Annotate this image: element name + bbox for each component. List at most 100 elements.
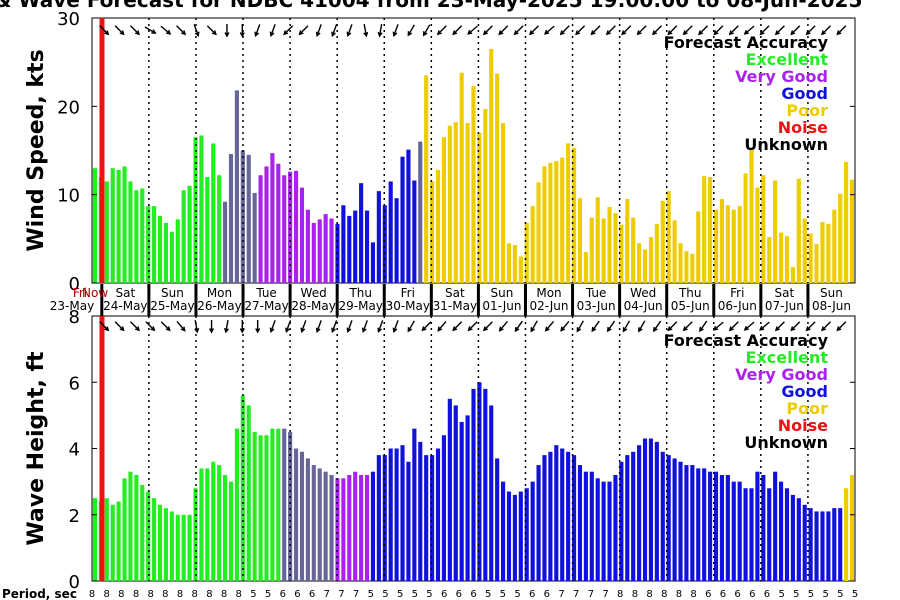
wave-arrow bbox=[790, 321, 801, 331]
bar-1 bbox=[193, 488, 198, 581]
bar-0 bbox=[459, 72, 464, 284]
bar-1 bbox=[767, 488, 772, 581]
wave-arrow-head bbox=[743, 325, 749, 331]
bar-1 bbox=[471, 388, 476, 581]
wave-arrow-head bbox=[576, 327, 582, 333]
wave-arrow bbox=[285, 320, 292, 332]
wave-arrow-head bbox=[150, 326, 156, 332]
wind-arrow bbox=[467, 25, 478, 35]
bar-1 bbox=[465, 415, 470, 581]
day-date: 29-May bbox=[339, 299, 383, 313]
bar-0 bbox=[228, 154, 234, 283]
wave-arrow bbox=[699, 320, 708, 332]
day-name: Tue bbox=[255, 286, 277, 300]
period-value: 6 bbox=[470, 589, 476, 600]
bar-1 bbox=[489, 405, 494, 581]
period-value: 8 bbox=[221, 589, 227, 600]
bar-1 bbox=[211, 461, 216, 581]
bar-0 bbox=[607, 207, 612, 283]
bar-0 bbox=[128, 181, 133, 283]
bar-1 bbox=[406, 461, 411, 581]
bar-1 bbox=[725, 475, 730, 581]
bar-0 bbox=[506, 243, 512, 283]
bar-1 bbox=[359, 475, 364, 581]
period-value: 7 bbox=[324, 589, 330, 600]
bar-1 bbox=[577, 465, 583, 581]
period-value: 7 bbox=[588, 589, 594, 600]
day-date: 25-May bbox=[150, 299, 194, 313]
wind-arrow-head bbox=[283, 30, 289, 36]
period-value: 7 bbox=[602, 589, 608, 600]
day-name: Fri bbox=[730, 286, 744, 300]
bar-1 bbox=[625, 455, 630, 581]
wind-arrow bbox=[621, 25, 632, 35]
bar-0 bbox=[370, 242, 376, 283]
wave-arrow bbox=[836, 321, 847, 331]
wind-arrow-head bbox=[759, 30, 765, 36]
wind-arrow-head bbox=[392, 31, 398, 38]
bar-0 bbox=[743, 173, 748, 283]
bar-1 bbox=[217, 465, 222, 581]
bar-1 bbox=[134, 475, 139, 581]
period-value: 6 bbox=[734, 589, 740, 600]
wind-arrow bbox=[254, 24, 261, 36]
chart-title: & Wave Forecast for NDBC 41004 from 23-M… bbox=[0, 0, 863, 12]
y-tick-label: 8 bbox=[69, 307, 80, 328]
wave-arrow bbox=[301, 320, 307, 332]
bar-0 bbox=[424, 75, 429, 284]
wave-arrow-head bbox=[104, 326, 110, 332]
bar-1 bbox=[311, 465, 316, 581]
bar-0 bbox=[270, 153, 275, 283]
wind-arrow-head bbox=[194, 31, 200, 38]
wind-arrow bbox=[775, 25, 785, 35]
legend-item: Poor bbox=[786, 399, 828, 418]
bar-0 bbox=[631, 217, 636, 283]
legend-heading: Forecast Accuracy bbox=[664, 33, 829, 52]
wind-arrow bbox=[667, 25, 678, 35]
bar-1 bbox=[483, 388, 488, 581]
day-name: Sun bbox=[820, 286, 843, 300]
bar-1 bbox=[506, 491, 512, 581]
bar-1 bbox=[205, 468, 210, 581]
bar-0 bbox=[122, 166, 127, 283]
day-name: Mon bbox=[207, 286, 232, 300]
wave-arrow-head bbox=[300, 327, 306, 334]
bar-0 bbox=[589, 217, 594, 283]
wave-arrow-head bbox=[790, 326, 796, 332]
period-value: 8 bbox=[89, 589, 95, 600]
bar-1 bbox=[305, 458, 310, 581]
wind-arrow-head bbox=[682, 30, 688, 36]
bar-0 bbox=[140, 188, 145, 283]
wind-arrow bbox=[129, 25, 140, 35]
day-date: 01-Jun bbox=[482, 299, 521, 313]
bar-1 bbox=[601, 481, 606, 581]
period-value: 6 bbox=[294, 589, 300, 600]
day-name: Sat bbox=[775, 286, 795, 300]
period-value: 5 bbox=[250, 589, 256, 600]
bar-1 bbox=[157, 504, 163, 581]
wind-arrow bbox=[160, 25, 171, 35]
wind-arrow bbox=[363, 23, 367, 37]
wave-arrow-head bbox=[361, 327, 367, 334]
wind-arrow bbox=[760, 25, 770, 35]
bar-1 bbox=[501, 481, 506, 581]
bar-0 bbox=[157, 215, 163, 283]
bar-0 bbox=[246, 154, 251, 283]
wind-arrow bbox=[652, 25, 662, 35]
day-name: Wed bbox=[301, 286, 327, 300]
wind-arrow-head bbox=[104, 30, 110, 36]
bar-0 bbox=[844, 161, 849, 283]
bar-1 bbox=[660, 451, 665, 581]
period-value: 8 bbox=[133, 589, 139, 600]
bar-0 bbox=[234, 90, 239, 283]
bar-1 bbox=[116, 501, 121, 581]
wave-arrow-head bbox=[467, 326, 473, 332]
wind-arrow-head bbox=[422, 31, 428, 37]
wave-arrow-head bbox=[331, 327, 336, 334]
day-date: 04-Jun bbox=[624, 299, 663, 313]
bar-1 bbox=[802, 504, 807, 581]
wind-arrow bbox=[821, 25, 832, 35]
period-value: 5 bbox=[397, 589, 403, 600]
bar-0 bbox=[223, 201, 228, 283]
bar-0 bbox=[382, 205, 387, 283]
